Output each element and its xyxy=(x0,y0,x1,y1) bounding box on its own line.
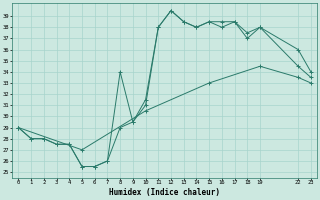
X-axis label: Humidex (Indice chaleur): Humidex (Indice chaleur) xyxy=(109,188,220,197)
